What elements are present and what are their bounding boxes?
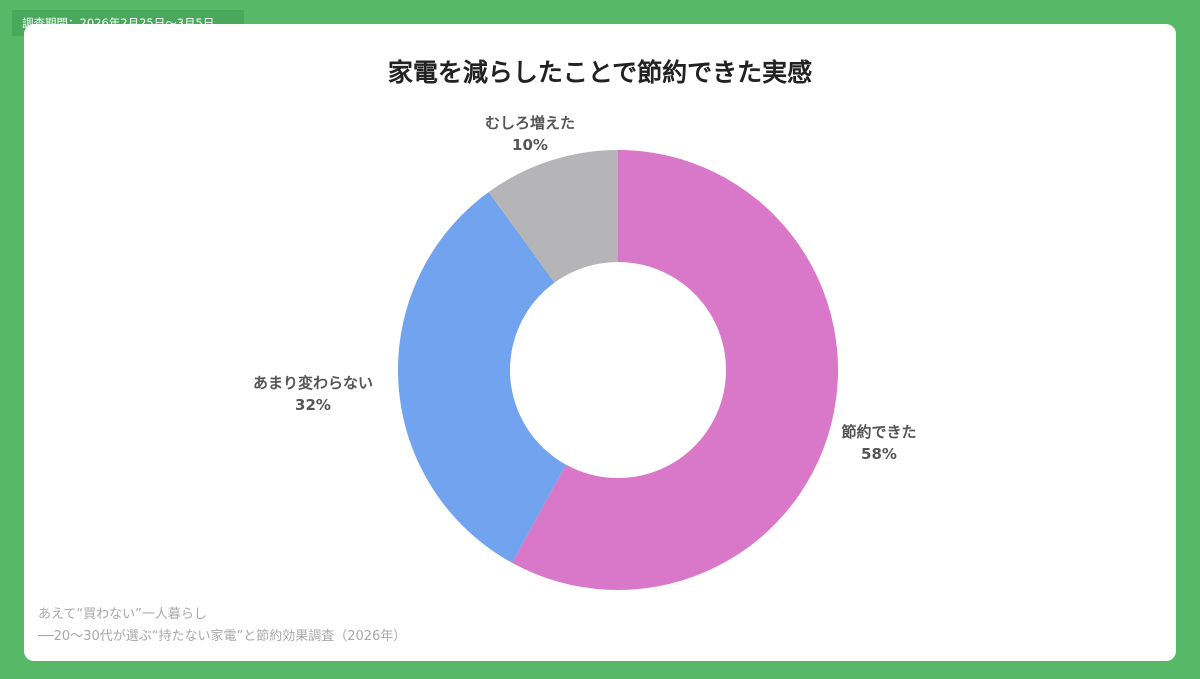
source-line-2: ──20〜30代が選ぶ“持たない家電”と節約効果調査（2026年） (38, 629, 407, 644)
slice-value-label: 58% (861, 445, 897, 463)
slice-category-label: むしろ増えた (484, 114, 575, 132)
source-note: あえて“買わない”一人暮らし ──20〜30代が選ぶ“持たない家電”と節約効果調… (38, 604, 406, 648)
slice-value-label: 32% (295, 396, 331, 414)
source-line-1: あえて“買わない”一人暮らし (38, 607, 207, 622)
slice-unchanged (398, 192, 566, 563)
slice-increased (488, 150, 618, 283)
slice-category-label: あまり変わらない (252, 374, 373, 392)
donut-slices (398, 150, 838, 591)
chart-title: 家電を減らしたことで節約できた実感 (387, 58, 813, 87)
slice-label-saved: 節約できた 58% (820, 421, 938, 465)
slice-saved (512, 150, 838, 591)
slice-category-label: 節約できた (841, 423, 917, 441)
slice-value-label: 10% (512, 136, 548, 154)
slice-label-unchanged: あまり変わらない 32% (230, 372, 396, 416)
slice-label-increased: むしろ増えた 10% (466, 112, 594, 156)
